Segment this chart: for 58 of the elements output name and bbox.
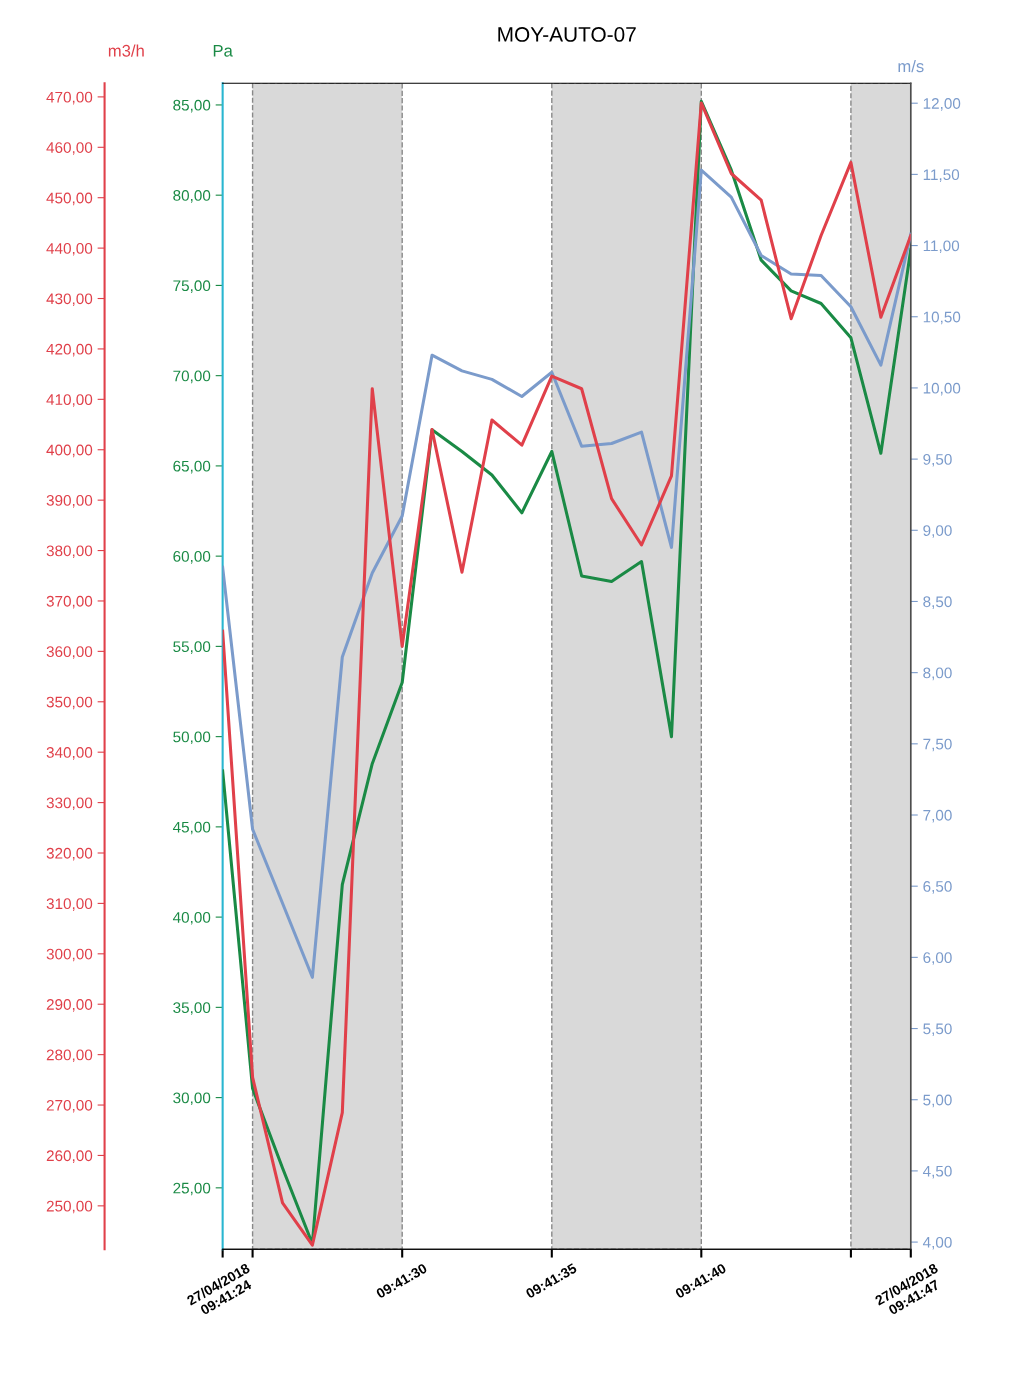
y2-tick-label: 9,00 [923,525,952,538]
y-tick-label: 50,00 [173,731,211,745]
y-axis-title: Pa [213,45,233,57]
y2-tick-label: 7,00 [923,809,952,823]
y3-tick-label: 430,00 [46,293,93,307]
y2-tick-label: 11,00 [923,240,960,254]
y-tick-label: 70,00 [173,370,211,384]
y3-tick-label: 390,00 [46,495,93,508]
y-tick-label: 80,00 [173,190,211,203]
y3-tick-label: 280,00 [46,1049,93,1063]
y2-tick-label: 5,50 [923,1023,952,1037]
y3-tick-label: 360,00 [46,646,93,659]
y2-axis-title: m/s [898,59,924,73]
y2-tick-label: 7,50 [923,738,952,752]
y3-tick-label: 420,00 [46,343,93,357]
y-tick-label: 85,00 [173,99,211,113]
y-tick-label: 25,00 [173,1182,211,1196]
y3-tick-label: 370,00 [46,595,93,609]
y3-tick-label: 380,00 [46,545,93,559]
y3-tick-label: 270,00 [46,1099,93,1113]
y3-tick-label: 400,00 [46,444,93,458]
y3-tick-label: 350,00 [46,696,93,710]
line-series [222,168,911,979]
y2-tick-label: 8,00 [923,667,952,681]
y-tick-label: 30,00 [173,1092,211,1106]
y-tick-label: 75,00 [173,280,211,293]
y3-tick-label: 300,00 [46,948,93,962]
y3-tick-label: 460,00 [46,142,93,155]
y3-tick-label: 440,00 [46,242,93,256]
y3-tick-label: 310,00 [46,898,93,911]
y2-tick-label: 12,00 [923,98,961,111]
y2-tick-label: 6,00 [923,952,952,965]
y3-axis-title: m3/h [108,44,144,57]
y-tick-label: 65,00 [173,460,211,474]
y2-tick-label: 4,50 [922,1165,952,1179]
y2-tick-label: 9,50 [923,453,952,467]
y2-tick-label: 11,50 [923,169,960,182]
y2-tick-label: 10,50 [923,311,961,325]
y2-tick-label: 5,00 [923,1094,952,1108]
y3-tick-label: 320,00 [46,847,93,861]
y3-tick-label: 410,00 [46,394,93,407]
y-tick-label: 40,00 [172,911,211,925]
y3-tick-label: 330,00 [46,797,93,811]
y2-tick-label: 8,50 [923,596,952,609]
y3-tick-label: 450,00 [46,192,93,206]
y-tick-label: 45,00 [172,821,211,835]
y3-tick-label: 290,00 [46,999,93,1012]
y3-tick-label: 470,00 [46,91,93,105]
y3-tick-label: 250,00 [46,1200,93,1214]
y-tick-label: 55,00 [173,641,211,654]
y2-tick-label: 4,00 [922,1236,952,1250]
chart-title: MOY-AUTO-07 [498,27,636,42]
y3-tick-label: 340,00 [46,747,93,760]
y-tick-label: 35,00 [173,1002,211,1015]
y2-tick-label: 10,00 [923,382,961,396]
y2-tick-label: 6,50 [923,881,952,894]
y-tick-label: 60,00 [173,551,211,564]
y3-tick-label: 260,00 [46,1150,93,1163]
